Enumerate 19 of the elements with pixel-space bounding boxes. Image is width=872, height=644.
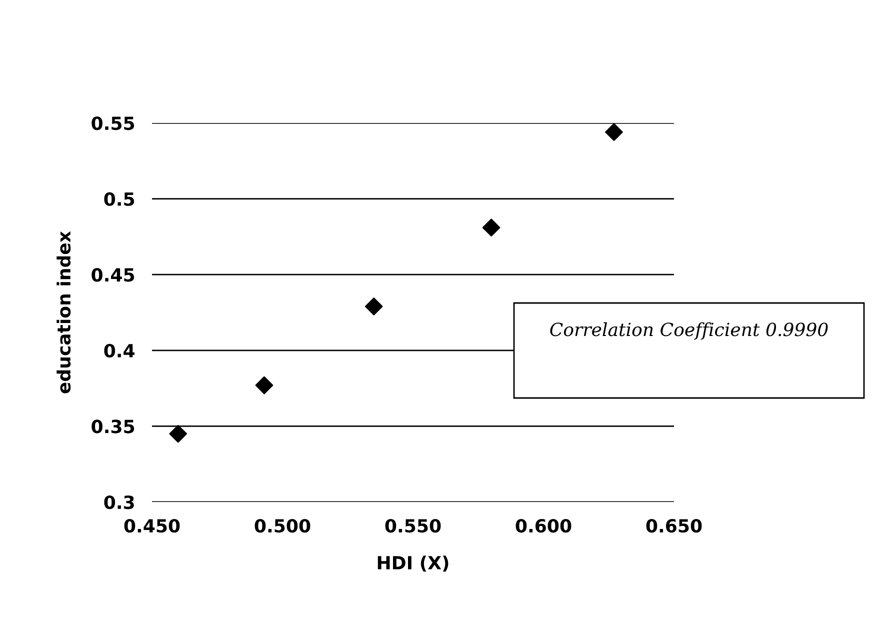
y-tick-label: 0.45: [92, 268, 134, 282]
point: [605, 123, 623, 142]
x-tick-label: 0.550: [385, 518, 441, 533]
point: [482, 218, 500, 237]
y-tick-label: 0.4: [104, 344, 135, 358]
point: [364, 298, 383, 316]
x-tick-label: 0.500: [254, 518, 310, 533]
x-tick-label: 0.650: [646, 518, 702, 533]
x-axis-title: HDI (X): [378, 556, 448, 572]
x-tick-label: 0.600: [516, 518, 572, 533]
y-tick-label: 0.55: [92, 116, 134, 130]
y-tick-label: 0.3: [104, 495, 134, 510]
y-tick-label: 0.35: [92, 420, 134, 434]
x-tick-label: 0.450: [124, 518, 180, 533]
annotation: Correlation Coefficient 0.9990: [550, 322, 828, 340]
point: [169, 424, 188, 443]
point: [255, 376, 274, 394]
y-axis-title: education index: [56, 231, 71, 394]
y-tick-label: 0.5: [104, 192, 134, 206]
